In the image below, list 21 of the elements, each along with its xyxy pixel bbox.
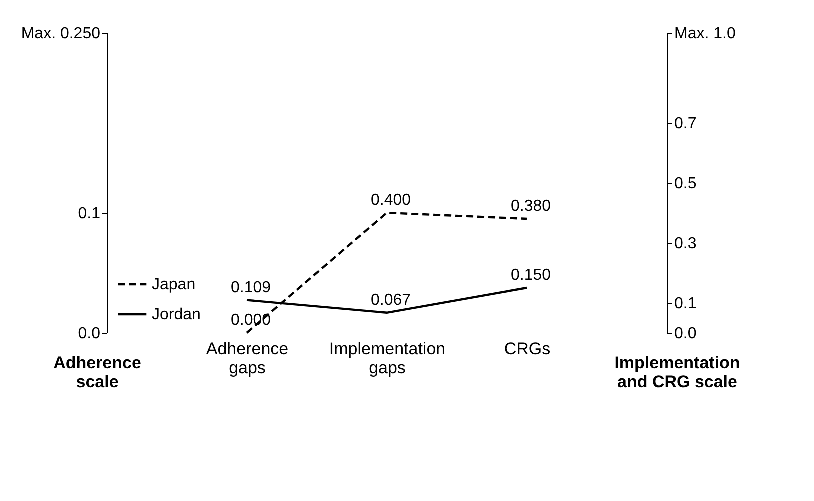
data-label: 0.109 [230,279,272,296]
x-tick-label: CRGs [504,340,551,358]
y-axis-title: Adherence scale [54,354,142,392]
y2-tick-label: 0.7 [674,116,697,132]
y2-tick-label: 0.0 [674,326,697,342]
x-tick-label: Implementation gaps [329,340,446,378]
legend-label: Japan [152,276,196,294]
y2-tick-label: 0.1 [674,296,697,312]
y2-axis-title: Implementation and CRG scale [614,354,740,392]
data-label: 0.067 [370,292,412,309]
y2-tick-label: 0.5 [674,176,697,192]
data-label: 0.400 [370,192,412,209]
y-tick-label: Max. 0.250 [21,26,101,42]
data-label: 0.380 [510,198,552,215]
y2-tick-label: Max. 1.0 [674,26,736,42]
y2-tick-label: 0.3 [674,236,697,252]
y-tick-label: 0.0 [78,326,101,342]
x-tick-label: Adherence gaps [206,340,289,378]
legend-label: Jordan [152,306,201,324]
data-label: 0.150 [510,267,552,284]
y-tick-label: 0.1 [78,206,101,222]
